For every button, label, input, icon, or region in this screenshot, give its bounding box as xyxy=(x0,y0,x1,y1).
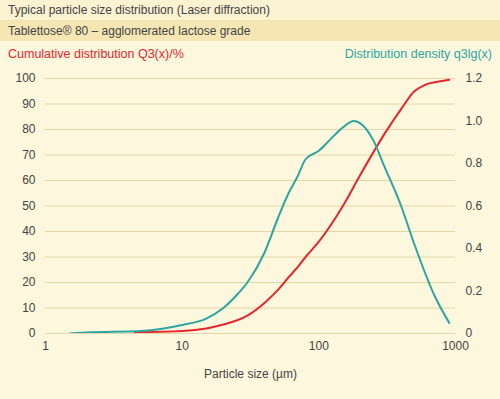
html-text:Distribution density q3lg(x): Distribution density q3lg(x) xyxy=(344,47,492,61)
svg-text:30: 30 xyxy=(22,250,36,264)
html-text:Typical particle size distribu: Typical particle size distribution (Lase… xyxy=(8,3,270,17)
svg-text:50: 50 xyxy=(22,199,36,213)
html-text:Cumulative distribution Q3(x)/: Cumulative distribution Q3(x)/% xyxy=(8,47,184,61)
svg-text:80: 80 xyxy=(22,122,36,136)
svg-text:70: 70 xyxy=(22,148,36,162)
svg-text:0: 0 xyxy=(466,326,473,340)
svg-text:0.2: 0.2 xyxy=(466,284,483,298)
html-text:Tablettose® 80 – agglomerated: Tablettose® 80 – agglomerated lactose gr… xyxy=(8,24,251,38)
svg-text:1000: 1000 xyxy=(442,339,469,353)
svg-text:100: 100 xyxy=(309,339,329,353)
svg-text:0.8: 0.8 xyxy=(466,156,483,170)
svg-text:0.4: 0.4 xyxy=(466,241,483,255)
svg-text:40: 40 xyxy=(22,224,36,238)
svg-text:1.0: 1.0 xyxy=(466,114,483,128)
svg-text:1: 1 xyxy=(42,339,49,353)
svg-text:10: 10 xyxy=(175,339,189,353)
svg-text:100: 100 xyxy=(15,71,35,85)
svg-text:0.6: 0.6 xyxy=(466,199,483,213)
svg-text:10: 10 xyxy=(22,301,36,315)
svg-text:60: 60 xyxy=(22,173,36,187)
svg-text:0: 0 xyxy=(29,326,36,340)
svg-text:90: 90 xyxy=(22,97,36,111)
svg-text:Particle size (µm): Particle size (µm) xyxy=(204,367,297,381)
svg-text:1.2: 1.2 xyxy=(466,71,483,85)
svg-text:20: 20 xyxy=(22,275,36,289)
